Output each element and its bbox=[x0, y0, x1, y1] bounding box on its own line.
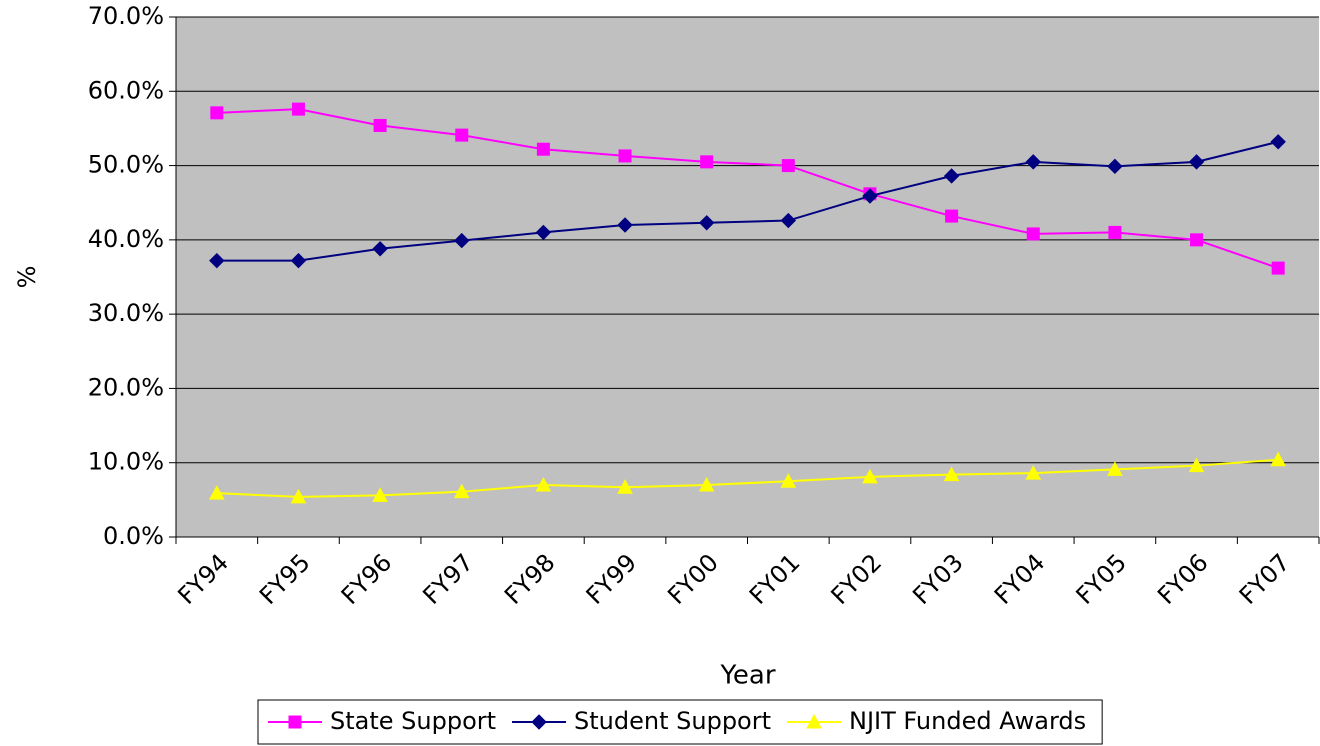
data-point bbox=[698, 476, 715, 492]
data-point bbox=[698, 215, 715, 231]
plot-area bbox=[176, 17, 1319, 537]
data-point bbox=[780, 473, 797, 488]
data-point bbox=[1270, 134, 1286, 150]
data-point bbox=[1271, 261, 1285, 275]
x-tick-label: FY06 bbox=[1152, 548, 1214, 610]
series-line bbox=[216, 108, 1279, 270]
data-point bbox=[617, 217, 633, 233]
x-tick-label: FY00 bbox=[662, 548, 724, 610]
y-tick-label: 70.0% bbox=[88, 2, 164, 30]
x-tick-label: FY07 bbox=[1234, 548, 1296, 610]
data-point bbox=[535, 224, 552, 241]
data-point bbox=[290, 488, 307, 504]
data-point bbox=[862, 188, 878, 204]
data-point bbox=[373, 118, 387, 132]
x-tick-label: FY03 bbox=[907, 548, 969, 610]
legend: State Support Student Support NJIT Funded … bbox=[257, 699, 1103, 745]
legend-label: NJIT Funded Awards bbox=[849, 707, 1086, 735]
x-tick-label: FY05 bbox=[1071, 548, 1133, 610]
data-point bbox=[372, 241, 388, 257]
data-point bbox=[943, 168, 960, 184]
x-tick-label: FY02 bbox=[826, 548, 888, 610]
series-line bbox=[216, 458, 1279, 498]
y-tick-label: 0.0% bbox=[103, 522, 164, 550]
data-point bbox=[1188, 154, 1205, 170]
data-point bbox=[780, 212, 797, 229]
data-point bbox=[1025, 465, 1042, 480]
data-point bbox=[943, 466, 960, 482]
y-tick-label: 40.0% bbox=[88, 225, 164, 253]
y-tick-label: 10.0% bbox=[88, 448, 164, 476]
legend-marker bbox=[806, 713, 822, 729]
data-point bbox=[1025, 154, 1041, 170]
data-point bbox=[618, 149, 632, 163]
data-point bbox=[454, 232, 470, 249]
x-tick-label: FY04 bbox=[989, 548, 1051, 610]
y-tick-label: 50.0% bbox=[88, 151, 164, 179]
data-point bbox=[1108, 225, 1122, 239]
y-axis-label: % bbox=[13, 266, 41, 289]
data-point bbox=[455, 128, 469, 142]
legend-label: Student Support bbox=[574, 707, 771, 735]
x-tick-label: FY94 bbox=[172, 548, 234, 610]
data-point bbox=[208, 485, 225, 500]
data-point bbox=[617, 479, 633, 494]
data-point bbox=[781, 159, 795, 173]
x-axis-label: Year bbox=[719, 661, 775, 691]
data-point bbox=[536, 142, 550, 156]
legend-label: State Support bbox=[330, 707, 496, 735]
y-tick-label: 20.0% bbox=[88, 373, 164, 401]
y-tick-label: 60.0% bbox=[88, 76, 164, 104]
x-tick-label: FY97 bbox=[417, 548, 479, 610]
data-point bbox=[372, 487, 388, 502]
data-point bbox=[1107, 158, 1123, 175]
data-point bbox=[1190, 233, 1204, 247]
data-point bbox=[862, 468, 878, 484]
data-point bbox=[453, 483, 470, 499]
legend-box bbox=[257, 699, 1103, 745]
x-tick-label: FY98 bbox=[499, 548, 561, 610]
data-point bbox=[700, 155, 714, 169]
data-point bbox=[290, 252, 307, 269]
y-tick-label: 30.0% bbox=[88, 299, 164, 327]
data-point bbox=[210, 106, 224, 120]
legend-marker bbox=[288, 715, 302, 729]
x-tick-label: FY96 bbox=[336, 548, 398, 610]
data-point bbox=[945, 209, 959, 223]
data-point bbox=[1026, 227, 1040, 241]
data-point bbox=[291, 102, 305, 116]
series-line bbox=[216, 140, 1279, 262]
data-point bbox=[1107, 461, 1123, 476]
x-tick-label: FY99 bbox=[581, 548, 643, 610]
x-tick-label: FY01 bbox=[744, 548, 806, 610]
data-point bbox=[209, 252, 225, 269]
x-tick-label: FY95 bbox=[254, 548, 316, 610]
data-point bbox=[535, 476, 552, 492]
legend-marker bbox=[531, 714, 547, 730]
data-point bbox=[1188, 457, 1205, 473]
data-point bbox=[1270, 451, 1287, 467]
